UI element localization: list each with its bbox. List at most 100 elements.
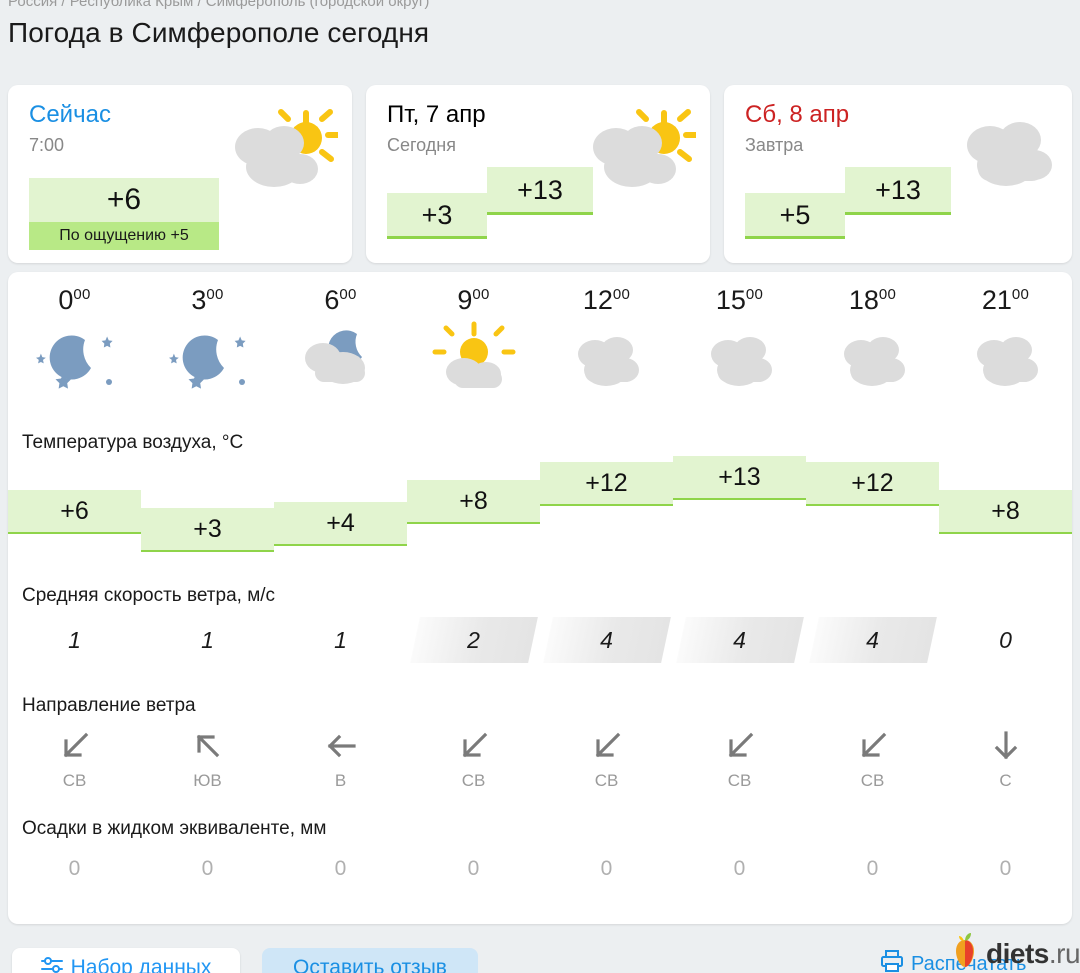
cloud-icon (561, 320, 653, 392)
card-today-day: Пт, 7 апр (387, 101, 486, 128)
page-title: Погода в Симферополе сегодня (8, 17, 430, 48)
hour-value: 3 (191, 285, 207, 315)
wind-speed-cell: 4 (540, 617, 673, 663)
hour-minutes: 00 (339, 286, 357, 303)
temp-bar: +6 (8, 490, 141, 534)
hour-value: 6 (324, 285, 340, 315)
hour-column-18[interactable]: 1800 (806, 272, 939, 924)
hour-value: 15 (715, 285, 746, 315)
bottom-bar: Набор данных Оставить отзыв (0, 930, 1080, 973)
precipitation-value: 0 (733, 857, 746, 880)
forecast-cards: Сейчас 7:00 +6 По ощущению +5 (8, 85, 1072, 263)
cloud-icon (694, 320, 786, 392)
moon-stars-icon (29, 320, 121, 392)
wind-speed-value: 4 (866, 627, 879, 653)
card-now-temp-block: +6 По ощущению +5 (29, 178, 219, 250)
hour-value: 12 (582, 285, 613, 315)
card-tomorrow-sub: Завтра (745, 135, 804, 155)
card-now-day: Сейчас (29, 101, 111, 128)
card-tomorrow-day: Сб, 8 апр (745, 101, 850, 128)
hour-minutes: 00 (472, 286, 490, 303)
card-today-min: +3 (387, 193, 487, 239)
hour-label: 1200 (540, 285, 673, 316)
wind-speed-row: 1 1 1 2 4 4 4 (8, 617, 1072, 665)
temp-bar: +12 (806, 462, 939, 506)
wind-speed-value: 2 (467, 627, 480, 653)
breadcrumb[interactable]: Россия / Республика Крым / Симферополь (… (8, 0, 430, 10)
precipitation-value: 0 (467, 857, 480, 880)
hour-value: 21 (981, 285, 1012, 315)
cloud-moon-icon (295, 320, 387, 392)
wind-direction-cell: СВ (806, 727, 939, 791)
sun-cloud-icon (218, 107, 341, 197)
hour-minutes: 00 (1011, 286, 1030, 303)
section-title-wind-speed: Средняя скорость ветра, м/с (22, 585, 276, 606)
wind-direction-label: СВ (461, 771, 486, 790)
temp-bar: +3 (141, 508, 274, 552)
hourly-detail-panel: 000 300 (8, 272, 1072, 924)
hour-column-0[interactable]: 000 (8, 272, 141, 924)
precipitation-row: 0 0 0 0 0 0 0 0 (8, 857, 1072, 897)
watermark-text: diets.ru (986, 938, 1080, 970)
sun-cloud-icon (428, 320, 520, 392)
section-title-temperature: Температура воздуха, °C (22, 432, 244, 453)
wind-speed-value: 1 (201, 627, 214, 653)
card-today[interactable]: Пт, 7 апр Сегодня +3 +13 (366, 85, 710, 263)
hour-value: 18 (848, 285, 879, 315)
card-now[interactable]: Сейчас 7:00 +6 По ощущению +5 (8, 85, 352, 263)
card-now-temperature: +6 (29, 178, 219, 222)
arrow-southwest-icon (407, 727, 540, 769)
arrow-south-icon (939, 727, 1072, 769)
dataset-button-label: Набор данных (70, 956, 212, 973)
wind-direction-label: С (999, 771, 1012, 790)
precipitation-value: 0 (334, 857, 347, 880)
wind-direction-cell: СВ (673, 727, 806, 791)
precipitation-value: 0 (999, 857, 1012, 880)
arrow-southwest-icon (806, 727, 939, 769)
wind-speed-cell: 2 (407, 617, 540, 663)
hour-column-9[interactable]: 900 (407, 272, 540, 924)
wind-direction-label: СВ (727, 771, 752, 790)
precipitation-value: 0 (201, 857, 214, 880)
card-tomorrow[interactable]: Сб, 8 апр Завтра +5 +13 (724, 85, 1072, 263)
wind-speed-cell: 4 (673, 617, 806, 663)
hour-column-3[interactable]: 300 (141, 272, 274, 924)
temp-bar: +8 (407, 480, 540, 524)
wind-direction-label: СВ (62, 771, 87, 790)
temp-bar: +4 (274, 502, 407, 546)
hour-column-15[interactable]: 1500 (673, 272, 806, 924)
hour-column-21[interactable]: 2100 (939, 272, 1072, 924)
card-tomorrow-max: +13 (845, 167, 951, 215)
hour-value: 0 (58, 285, 74, 315)
watermark-name: diets (986, 937, 1049, 969)
wind-direction-label: ЮВ (193, 771, 222, 790)
card-tomorrow-temps: +5 +13 (745, 161, 1045, 239)
hour-label: 900 (407, 285, 540, 316)
hour-column-6[interactable]: 600 (274, 272, 407, 924)
arrow-northeast-icon (141, 727, 274, 769)
temp-bar: +12 (540, 462, 673, 506)
wind-speed-cell: 1 (141, 617, 274, 663)
card-today-sub: Сегодня (387, 135, 456, 155)
arrow-southwest-icon (8, 727, 141, 769)
review-button[interactable]: Оставить отзыв (262, 948, 478, 973)
dataset-button[interactable]: Набор данных (12, 948, 240, 973)
hour-label: 600 (274, 285, 407, 316)
arrow-west-icon (274, 727, 407, 769)
hour-label: 2100 (939, 285, 1072, 316)
section-title-wind-direction: Направление ветра (22, 695, 196, 716)
sliders-icon (40, 956, 71, 973)
temp-bar: +8 (939, 490, 1072, 534)
wind-speed-value: 1 (334, 627, 347, 653)
review-button-label: Оставить отзыв (293, 956, 447, 973)
wind-direction-cell: ЮВ (141, 727, 274, 791)
section-title-precipitation: Осадки в жидком эквиваленте, мм (22, 818, 327, 839)
cloud-icon (938, 107, 1058, 197)
hour-label: 000 (8, 285, 141, 316)
wind-speed-value: 1 (68, 627, 81, 653)
wind-direction-cell: С (939, 727, 1072, 791)
hour-column-12[interactable]: 1200 (540, 272, 673, 924)
hour-minutes: 00 (73, 286, 91, 303)
card-today-temps: +3 +13 (387, 161, 687, 239)
